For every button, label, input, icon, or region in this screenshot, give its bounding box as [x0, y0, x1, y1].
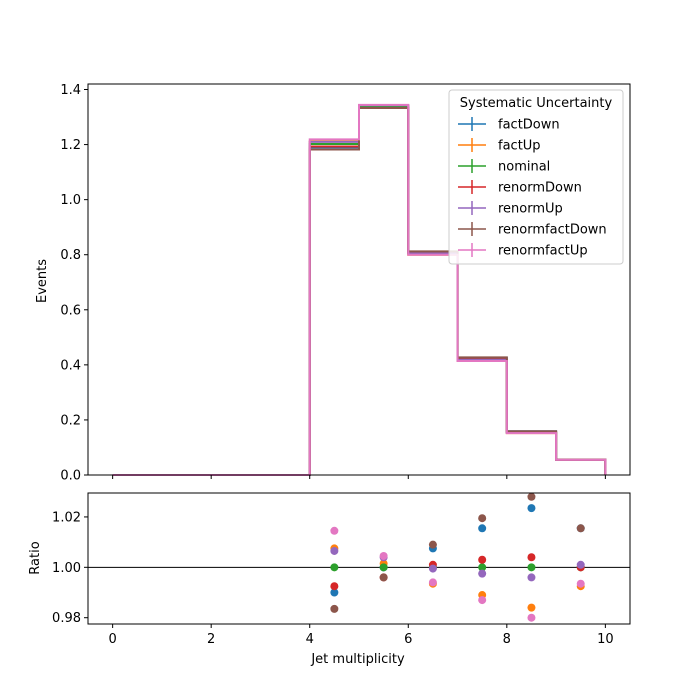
ratio-point-renormfactDown — [428, 540, 437, 549]
ratio-point-renormfactUp — [379, 551, 388, 560]
main-plot-frame — [87, 83, 631, 476]
x-tick-label: 6 — [404, 632, 412, 647]
x-axis-label: Jet multiplicity — [310, 652, 405, 667]
legend-items: factDown factUp nominal renormDown renormUp r… — [458, 117, 607, 259]
ratio-y-axis-label: Ratio — [28, 541, 43, 574]
ratio-point-renormUp — [527, 573, 536, 582]
main-y-tick-label: 0.0 — [60, 469, 81, 484]
ratio-point-renormDown — [478, 555, 487, 564]
ratio-point-nominal — [527, 563, 536, 572]
x-tick-label: 0 — [108, 632, 116, 647]
ratio-point-renormfactDown — [527, 492, 536, 501]
ratio-points — [330, 492, 585, 622]
ratio-point-nominal — [379, 563, 388, 572]
main-y-ticks: 0.0 0.2 0.4 0.6 0.8 1.0 1.2 1.4 — [60, 83, 88, 484]
ratio-point-renormfactUp — [330, 526, 339, 535]
ratio-point-renormfactDown — [576, 524, 585, 533]
ratio-point-renormDown — [330, 582, 339, 591]
ratio-point-renormDown — [527, 553, 536, 562]
ratio-point-renormfactUp — [478, 596, 487, 605]
ratio-point-renormfactDown — [379, 573, 388, 582]
ratio-y-ticks: 0.98 1.00 1.02 — [52, 510, 88, 626]
legend-label: factUp — [498, 139, 541, 154]
legend-item-renormDown: renormDown — [458, 180, 582, 196]
ratio-x-ticks: 0 2 4 6 8 10 — [108, 624, 614, 647]
legend-label: renormfactUp — [498, 244, 588, 259]
legend-label: nominal — [498, 160, 550, 175]
ratio-y-tick-label: 1.02 — [52, 510, 81, 525]
ratio-point-factDown — [478, 524, 487, 533]
main-y-tick-label: 0.4 — [60, 358, 81, 373]
x-tick-label: 8 — [503, 632, 511, 647]
main-y-tick-label: 0.2 — [60, 413, 81, 428]
ratio-point-renormUp — [478, 569, 487, 578]
ratio-point-factDown — [330, 588, 339, 597]
ratio-point-renormfactUp — [527, 613, 536, 622]
ratio-point-renormfactUp — [428, 578, 437, 587]
legend-item-renormUp: renormUp — [458, 201, 563, 217]
ratio-point-factDown — [527, 504, 536, 513]
ratio-point-renormUp — [330, 546, 339, 555]
ratio-point-renormfactDown — [330, 604, 339, 613]
x-tick-label: 2 — [207, 632, 215, 647]
ratio-point-renormUp — [576, 560, 585, 569]
main-x-ticks — [112, 475, 606, 479]
ratio-point-factUp — [527, 603, 536, 612]
ratio-plot-area — [88, 493, 630, 624]
main-y-tick-label: 1.4 — [60, 83, 81, 98]
main-y-tick-label: 0.6 — [60, 303, 81, 318]
ratio-plot-frame — [87, 492, 631, 625]
legend-item-renormfactUp: renormfactUp — [458, 243, 588, 259]
legend-item-factDown: factDown — [458, 117, 560, 133]
ratio-point-renormUp — [428, 564, 437, 573]
ratio-plot-panel: 0.98 1.00 1.02 0 2 4 6 8 10 Ratio Jet multiplic… — [28, 492, 631, 667]
ratio-point-nominal — [330, 563, 339, 572]
main-y-axis-label: Events — [35, 259, 50, 303]
legend-item-factUp: factUp — [458, 138, 541, 154]
ratio-y-tick-label: 0.98 — [52, 611, 81, 626]
x-tick-label: 10 — [597, 632, 614, 647]
main-y-tick-label: 1.2 — [60, 138, 81, 153]
legend-item-nominal: nominal — [458, 159, 550, 175]
ratio-point-renormfactUp — [576, 579, 585, 588]
legend-item-renormfactDown: renormfactDown — [458, 222, 607, 238]
ratio-y-tick-label: 1.00 — [52, 561, 81, 576]
legend-label: factDown — [498, 118, 560, 133]
x-tick-label: 4 — [306, 632, 314, 647]
main-y-tick-label: 0.8 — [60, 248, 81, 263]
legend-label: renormDown — [498, 181, 582, 196]
legend-frame — [448, 89, 624, 265]
legend: Systematic Uncertainty factDown factUp nom… — [448, 89, 624, 265]
ratio-point-nominal — [478, 563, 487, 572]
legend-label: renormfactDown — [498, 223, 607, 238]
legend-title: Systematic Uncertainty — [460, 96, 613, 111]
main-y-tick-label: 1.0 — [60, 193, 81, 208]
ratio-point-renormfactDown — [478, 514, 487, 523]
legend-label: renormUp — [498, 202, 563, 217]
